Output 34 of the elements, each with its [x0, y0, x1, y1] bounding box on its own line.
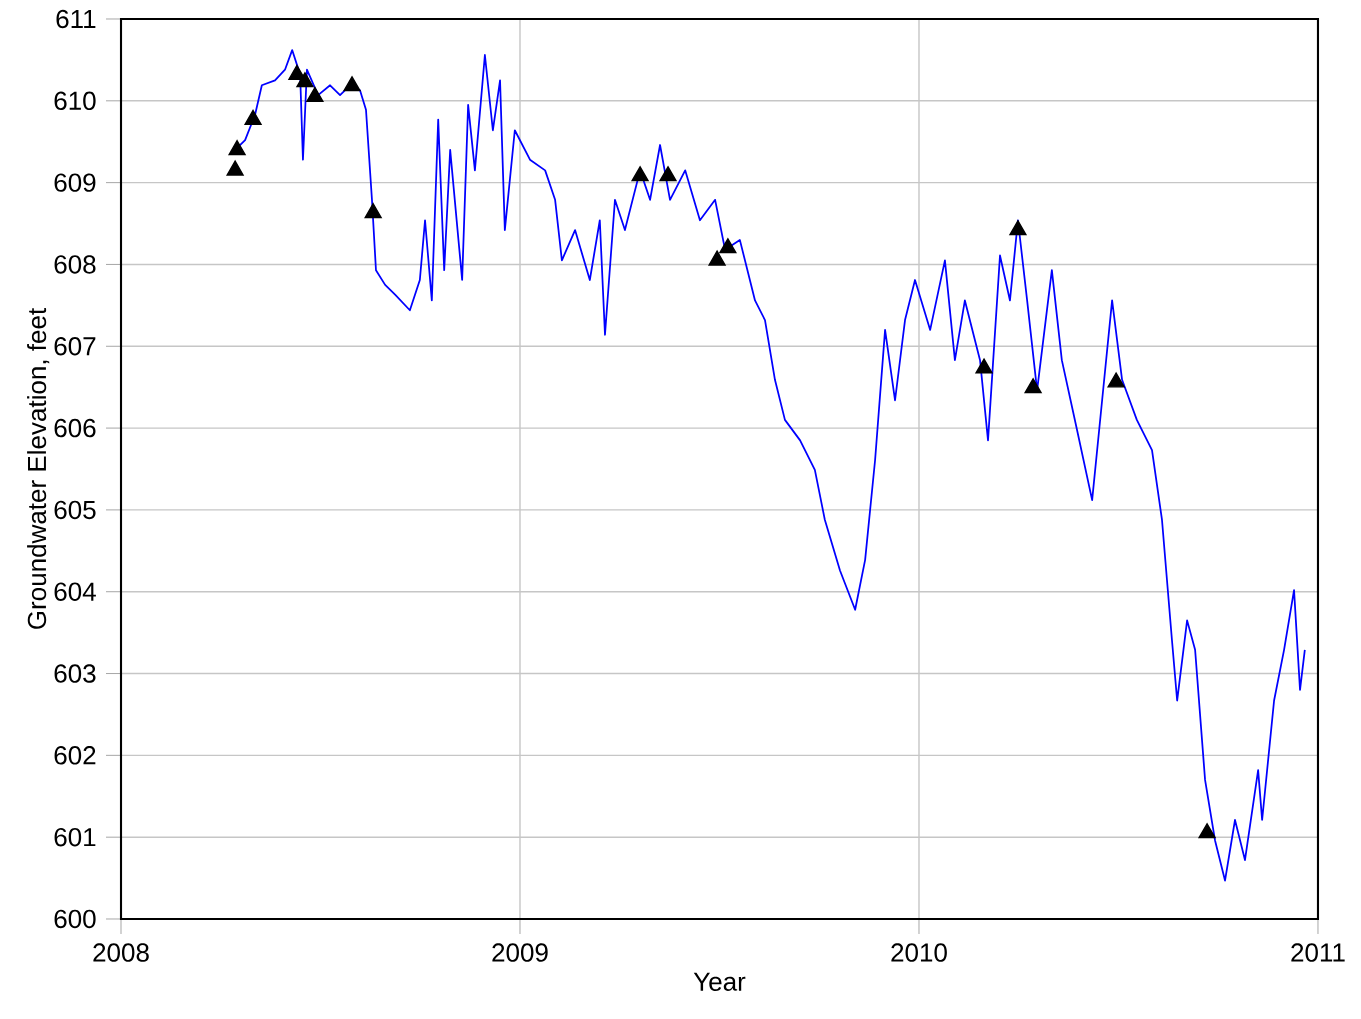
y-tick-label: 611 [56, 9, 96, 29]
y-tick-label: 603 [54, 664, 96, 683]
point [659, 166, 677, 182]
point [226, 160, 244, 176]
point [1024, 378, 1042, 394]
y-tick-label: 605 [54, 500, 96, 520]
y-tick-label: 602 [54, 746, 96, 765]
y-tick-label: 608 [54, 255, 96, 274]
point [343, 76, 361, 92]
point [975, 358, 993, 374]
y-tick-label: 610 [54, 91, 96, 111]
point [1198, 823, 1216, 839]
y-tick-label: 600 [54, 909, 96, 929]
x-tick-label: 2009 [492, 943, 548, 962]
x-tick-label: 2008 [93, 943, 149, 962]
y-tick-label: 606 [54, 418, 96, 438]
point [631, 166, 649, 182]
point [1107, 372, 1125, 388]
y-tick-label: 609 [54, 173, 96, 192]
x-tick-label: 2011 [1291, 943, 1345, 962]
point [364, 203, 382, 219]
point [228, 140, 246, 156]
y-axis-title: Groundwater Elevation, feet [27, 308, 50, 629]
point [296, 72, 314, 88]
point [306, 86, 324, 102]
y-tick-label: 601 [54, 827, 96, 847]
point [719, 238, 737, 254]
x-axis-title: Year [693, 972, 746, 991]
point [244, 109, 262, 125]
y-tick-label: 604 [54, 582, 96, 601]
y-tick-label: 607 [54, 337, 96, 356]
point [708, 250, 726, 266]
x-tick-label: 2010 [891, 943, 947, 962]
point [1009, 220, 1027, 236]
